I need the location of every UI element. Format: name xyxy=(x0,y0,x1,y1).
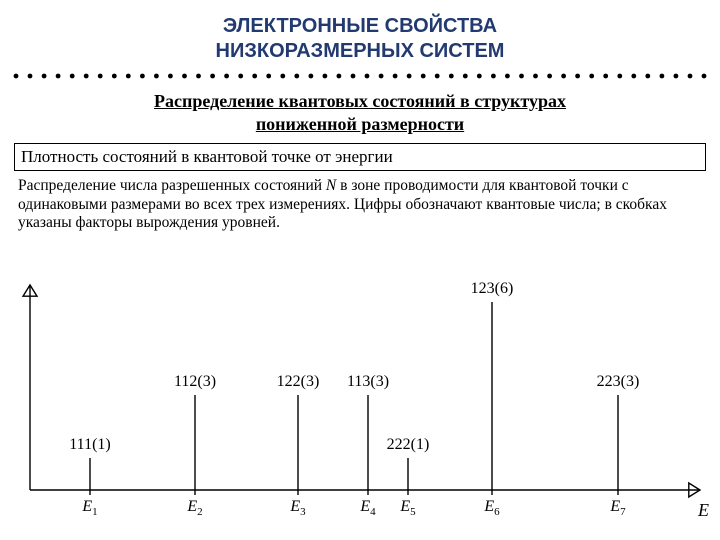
box-text: Плотность состояний в квантовой точке от… xyxy=(21,147,393,166)
level-label: 222(1) xyxy=(387,436,430,454)
title-line-1: ЭЛЕКТРОННЫЕ СВОЙСТВА xyxy=(223,15,497,37)
axis-energy-label: E3 xyxy=(290,498,305,518)
level-label: 113(3) xyxy=(347,373,389,391)
para-variable-N: N xyxy=(326,177,336,194)
axis-energy-label: E6 xyxy=(484,498,499,518)
page-title: ЭЛЕКТРОННЫЕ СВОЙСТВА НИЗКОРАЗМЕРНЫХ СИСТ… xyxy=(0,0,720,64)
subtitle-line-1: Распределение квантовых состояний в стру… xyxy=(154,91,566,111)
description-paragraph: Распределение числа разрешенных состояни… xyxy=(18,177,702,233)
level-label: 223(3) xyxy=(597,373,640,391)
level-label: 122(3) xyxy=(277,373,320,391)
para-prefix: Распределение числа разрешенных состояни… xyxy=(18,177,326,194)
level-label: 123(6) xyxy=(471,280,514,298)
axis-energy-label: E2 xyxy=(187,498,202,518)
section-subtitle: Распределение квантовых состояний в стру… xyxy=(0,90,720,135)
title-line-2: НИЗКОРАЗМЕРНЫХ СИСТЕМ xyxy=(216,40,505,62)
subtitle-line-2: пониженной размерности xyxy=(256,114,464,134)
axis-energy-label: E1 xyxy=(82,498,97,518)
level-label: 112(3) xyxy=(174,373,216,391)
dotted-separator xyxy=(0,70,720,82)
axis-energy-label: E7 xyxy=(610,498,625,518)
axis-energy-label: E5 xyxy=(400,498,415,518)
axis-energy-label: E4 xyxy=(360,498,375,518)
x-axis-label: E xyxy=(698,500,709,521)
level-label: 111(1) xyxy=(69,436,110,454)
highlight-box: Плотность состояний в квантовой точке от… xyxy=(14,143,706,171)
energy-spectrum-chart: 111(1) 112(3) 122(3) 113(3) 222(1) 123(6) 223(… xyxy=(0,280,720,532)
